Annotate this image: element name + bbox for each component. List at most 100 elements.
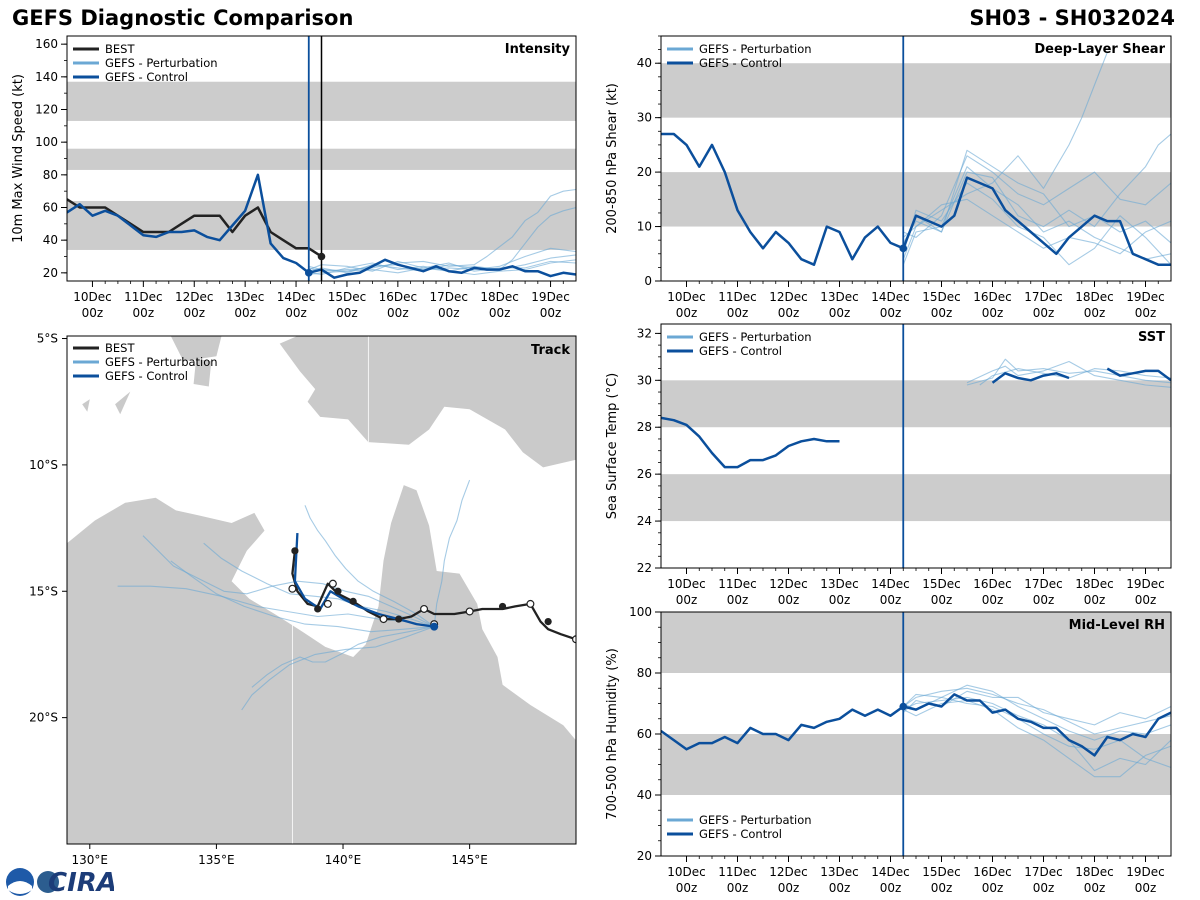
x-tick-label-day: 18Dec xyxy=(480,290,519,304)
x-tick-label-hour: 00z xyxy=(540,306,562,320)
x-tick-label-hour: 00z xyxy=(1033,306,1055,320)
perturbation-track xyxy=(251,626,435,688)
cira-logo: CIRA xyxy=(6,868,114,898)
series-layer xyxy=(661,52,1171,266)
best-track-point-open xyxy=(323,599,332,608)
y-tick-label: 24 xyxy=(637,514,652,528)
x-tick-label-day: 10Dec xyxy=(667,865,706,879)
y-axis-label: 10m Max Wind Speed (kt) xyxy=(11,74,26,243)
x-tick-label-hour: 00z xyxy=(880,881,902,895)
x-tick-label-hour: 00z xyxy=(778,881,800,895)
panel-title: Mid-Level RH xyxy=(1069,618,1165,633)
x-tick-label-hour: 00z xyxy=(829,881,851,895)
y-axis-label: 700-500 hPa Humidity (%) xyxy=(605,648,620,820)
control-line xyxy=(661,693,1171,757)
x-tick-label-day: 10Dec xyxy=(667,290,706,304)
x-tick-label-day: 19Dec xyxy=(1126,865,1165,879)
x-tick-label-hour: 00z xyxy=(880,306,902,320)
x-tick-label-day: 17Dec xyxy=(1024,290,1063,304)
perturbation-line xyxy=(903,696,1171,772)
land-aru xyxy=(193,358,212,387)
x-tick-label-hour: 00z xyxy=(133,306,155,320)
legend-label-control: GEFS - Control xyxy=(699,56,782,70)
best-track-point-open xyxy=(288,584,297,593)
y-tick-label: 160 xyxy=(35,37,58,51)
x-tick-label-hour: 00z xyxy=(982,881,1004,895)
globe-icon xyxy=(37,871,59,893)
x-tick-label-hour: 00z xyxy=(931,306,953,320)
y-tick-label: 100 xyxy=(629,605,652,619)
control-init-marker xyxy=(430,622,439,631)
best-track-point-filled xyxy=(349,597,357,605)
x-tick-label-hour: 00z xyxy=(727,593,749,607)
y-tick-label: 20 xyxy=(637,165,652,179)
storm-id: SH03 - SH032024 xyxy=(969,6,1175,30)
threshold-band xyxy=(661,734,1171,795)
y-tick-label: 15°S xyxy=(29,584,58,598)
y-tick-label: 40 xyxy=(637,788,652,802)
panel-sst: 22 24 26 28 30 32 10Dec 00z 11Dec 00z 12Dec 00z 13De… xyxy=(605,323,1172,607)
x-tick-label-day: 12Dec xyxy=(769,577,808,591)
x-tick-label-day: 13Dec xyxy=(820,290,859,304)
perturbation-line xyxy=(902,687,1171,735)
best-track-point-filled xyxy=(395,615,403,623)
x-tick-label-day: 12Dec xyxy=(769,290,808,304)
perturbation-line xyxy=(903,155,1171,238)
threshold-band xyxy=(661,63,1171,118)
x-tick-label-hour: 00z xyxy=(1135,306,1157,320)
x-tick-label-day: 18Dec xyxy=(1075,577,1114,591)
x-tick-label-day: 10Dec xyxy=(73,290,112,304)
y-axis-label: 200-850 hPa Shear (kt) xyxy=(605,83,620,234)
y-tick-label: 60 xyxy=(43,201,58,215)
y-tick-label: 30 xyxy=(637,373,652,387)
x-tick-label-day: 16Dec xyxy=(973,290,1012,304)
x-tick-label-hour: 00z xyxy=(982,306,1004,320)
y-tick-label: 10 xyxy=(637,220,652,234)
x-tick-label-hour: 00z xyxy=(234,306,256,320)
x-tick-label-day: 12Dec xyxy=(769,865,808,879)
best-track-point-filled xyxy=(314,605,322,613)
best-track-point-filled xyxy=(498,602,507,611)
land-australia xyxy=(67,485,576,844)
x-tick-label-hour: 00z xyxy=(727,881,749,895)
x-tick-label-hour: 00z xyxy=(778,306,800,320)
x-tick-label-hour: 00z xyxy=(1084,881,1106,895)
x-tick-label-hour: 00z xyxy=(1084,306,1106,320)
best-track-point-open xyxy=(526,599,535,608)
threshold-band xyxy=(661,380,1171,428)
x-tick-label-hour: 00z xyxy=(1084,593,1106,607)
perturbation-track xyxy=(203,542,435,628)
x-tick-label: 140°E xyxy=(325,853,362,867)
best-track-point-filled xyxy=(334,587,342,595)
x-tick-label-day: 19Dec xyxy=(531,290,570,304)
y-tick-label: 0 xyxy=(644,274,652,288)
threshold-band xyxy=(661,474,1171,522)
x-tick-label-hour: 00z xyxy=(1033,881,1055,895)
land-island xyxy=(82,399,90,412)
perturbation-line xyxy=(902,684,1171,741)
x-tick-label-hour: 00z xyxy=(931,881,953,895)
panel-track: 130°E 135°E 140°E 145°E 5°S 10°S 15°S 20°S Track… xyxy=(29,332,577,867)
x-tick-label-day: 17Dec xyxy=(1024,865,1063,879)
best-track-point-open xyxy=(465,607,474,616)
x-tick-label-hour: 00z xyxy=(183,306,205,320)
legend-label-best: BEST xyxy=(105,42,135,56)
x-tick-label-day: 11Dec xyxy=(718,290,757,304)
y-tick-label: 60 xyxy=(637,727,652,741)
x-tick-label-day: 18Dec xyxy=(1075,290,1114,304)
series-layer xyxy=(661,684,1171,778)
plot-frame xyxy=(660,323,1172,569)
x-tick-label-hour: 00z xyxy=(676,306,698,320)
y-tick-label: 80 xyxy=(637,666,652,680)
y-tick-label: 26 xyxy=(637,467,652,481)
best-last-marker xyxy=(317,252,326,261)
panel-title: SST xyxy=(1138,330,1165,345)
x-tick-label-hour: 00z xyxy=(880,593,902,607)
perturbation-track xyxy=(433,479,471,627)
best-track-point-open xyxy=(379,615,388,624)
y-tick-label: 40 xyxy=(637,56,652,70)
legend-label-control: GEFS - Control xyxy=(699,344,782,358)
x-tick-label-day: 13Dec xyxy=(226,290,265,304)
land-new-guinea xyxy=(279,336,576,468)
perturbation-track xyxy=(142,535,435,628)
